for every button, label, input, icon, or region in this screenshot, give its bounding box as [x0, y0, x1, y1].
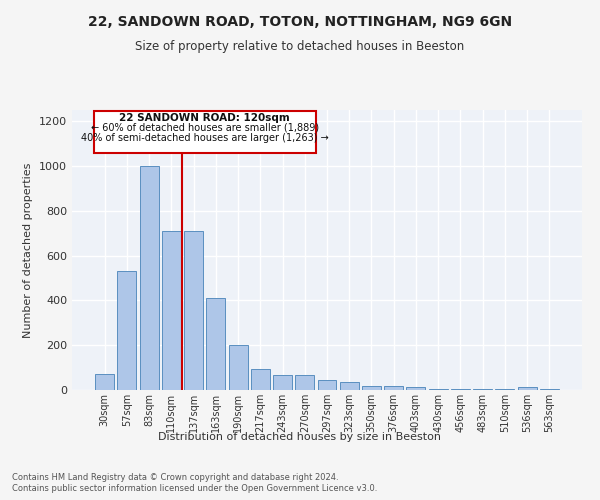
Bar: [162, 231, 181, 390]
Bar: [140, 166, 158, 390]
Bar: [362, 386, 381, 390]
Bar: [384, 386, 403, 390]
FancyBboxPatch shape: [94, 111, 316, 152]
Text: ← 60% of detached houses are smaller (1,889): ← 60% of detached houses are smaller (1,…: [91, 123, 319, 133]
Bar: [229, 345, 248, 390]
Bar: [251, 368, 270, 390]
Bar: [317, 380, 337, 390]
Bar: [473, 389, 492, 390]
Text: Contains public sector information licensed under the Open Government Licence v3: Contains public sector information licen…: [12, 484, 377, 493]
Text: 40% of semi-detached houses are larger (1,263) →: 40% of semi-detached houses are larger (…: [81, 132, 329, 142]
Bar: [206, 298, 225, 390]
Bar: [540, 389, 559, 390]
Bar: [518, 386, 536, 390]
Bar: [184, 231, 203, 390]
Text: 22, SANDOWN ROAD, TOTON, NOTTINGHAM, NG9 6GN: 22, SANDOWN ROAD, TOTON, NOTTINGHAM, NG9…: [88, 15, 512, 29]
Text: Contains HM Land Registry data © Crown copyright and database right 2024.: Contains HM Land Registry data © Crown c…: [12, 472, 338, 482]
Text: Distribution of detached houses by size in Beeston: Distribution of detached houses by size …: [158, 432, 442, 442]
Bar: [406, 386, 425, 390]
Text: 22 SANDOWN ROAD: 120sqm: 22 SANDOWN ROAD: 120sqm: [119, 114, 290, 124]
Bar: [451, 389, 470, 390]
Bar: [295, 376, 314, 390]
Bar: [340, 382, 359, 390]
Bar: [95, 374, 114, 390]
Text: Size of property relative to detached houses in Beeston: Size of property relative to detached ho…: [136, 40, 464, 53]
Y-axis label: Number of detached properties: Number of detached properties: [23, 162, 34, 338]
Bar: [429, 389, 448, 390]
Bar: [118, 272, 136, 390]
Bar: [496, 389, 514, 390]
Bar: [273, 376, 292, 390]
